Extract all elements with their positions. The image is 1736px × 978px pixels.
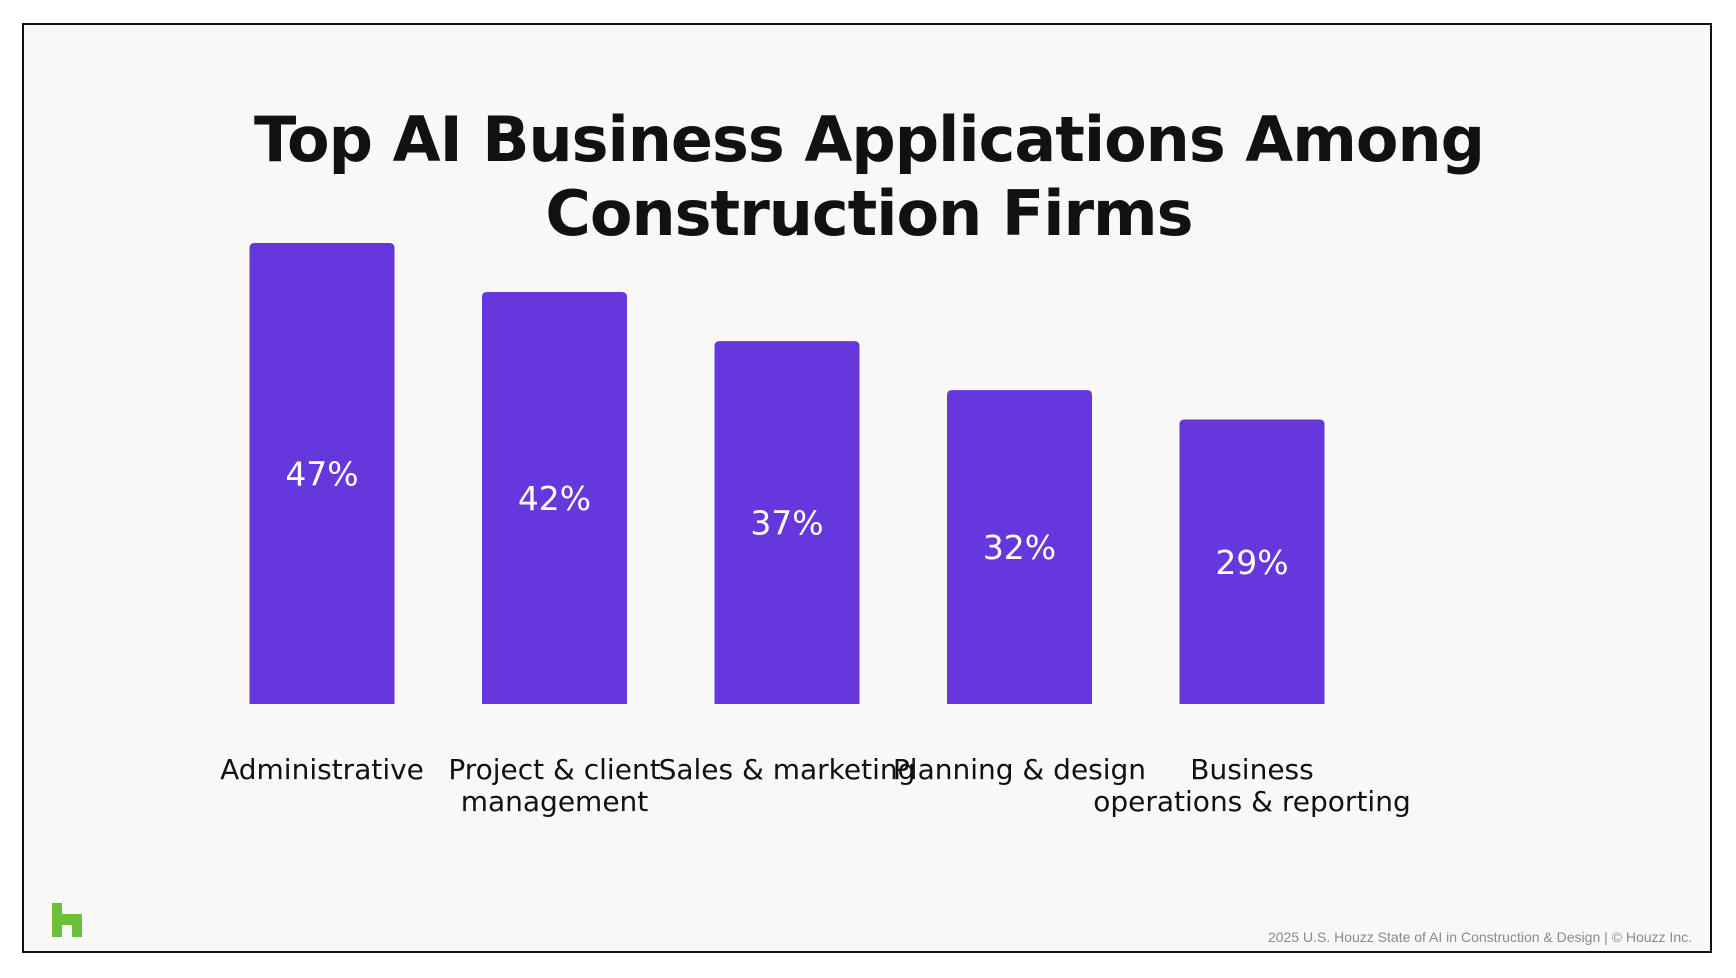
bar-value-label-1: 47% [285,455,358,494]
category-label-2-line-1: Project & client [448,753,660,786]
bar-5 [1179,419,1325,704]
bar-value-label-5: 29% [1215,543,1288,582]
category-label-3: Sales & marketing [659,753,916,786]
slide-frame: Top AI Business Applications Among Const… [22,23,1712,953]
source-footer: 2025 U.S. Houzz State of AI in Construct… [1267,929,1692,945]
bar-3 [714,341,860,704]
bar-chart: 47% Administrative 42% Project & clientmana… [220,243,1411,818]
houzz-logo-icon [52,903,82,937]
chart-title-line-1: Top AI Business Applications Among [253,103,1485,176]
chart-title-line-2: Construction Firms [545,177,1193,250]
bar-4 [947,390,1092,704]
category-label-1: Administrative [220,753,424,786]
bar-1 [249,243,395,704]
category-label-4: Planning & design [893,753,1146,786]
category-label-5-line-2: operations & reporting [1093,785,1410,818]
bar-value-label-4: 32% [983,528,1056,567]
bar-value-label-2: 42% [518,479,591,518]
bar-value-label-3: 37% [750,504,823,543]
chart-title: Top AI Business Applications Among Const… [24,103,1710,251]
bar-2 [482,292,627,704]
category-label-2-line-2: management [461,785,649,818]
category-label-5-line-1: Business [1190,753,1313,786]
